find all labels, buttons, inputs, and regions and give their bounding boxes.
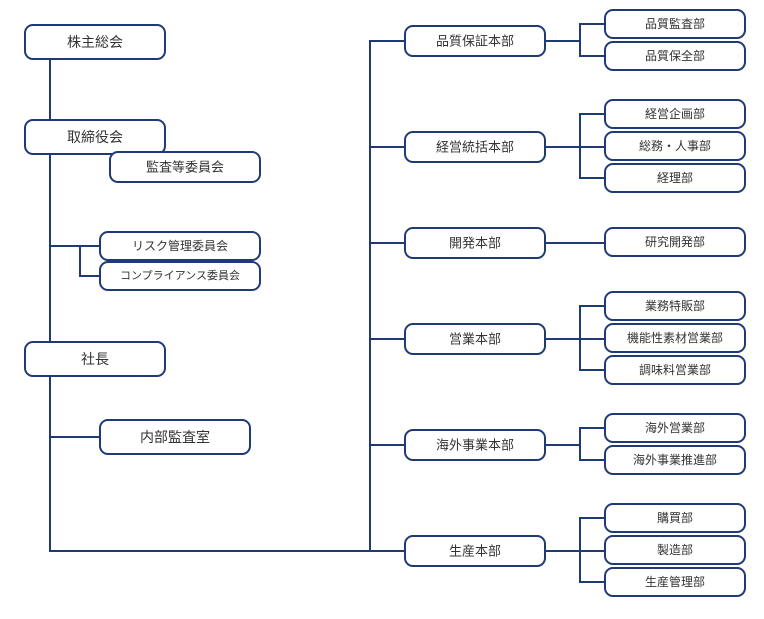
node-special_sales: 業務特販部 xyxy=(605,292,745,320)
node-rnd: 研究開発部 xyxy=(605,228,745,256)
node-purchasing: 購買部 xyxy=(605,504,745,532)
node-president: 社長 xyxy=(25,342,165,376)
node-accounting: 経理部 xyxy=(605,164,745,192)
node-overseas_sales: 海外営業部 xyxy=(605,414,745,442)
node-prod_control: 生産管理部 xyxy=(605,568,745,596)
node-prod_hq: 生産本部 xyxy=(405,536,545,566)
node-label-overseas_sales: 海外営業部 xyxy=(645,420,705,435)
node-compliance_comm: コンプライアンス委員会 xyxy=(100,262,260,290)
node-label-president: 社長 xyxy=(81,351,109,367)
node-mgmt_hq: 経営統括本部 xyxy=(405,132,545,162)
node-label-overseas_hq: 海外事業本部 xyxy=(436,438,514,453)
node-label-sales_hq: 営業本部 xyxy=(449,332,501,347)
node-seasoning_sales: 調味料営業部 xyxy=(605,356,745,384)
node-quality_assure: 品質保全部 xyxy=(605,42,745,70)
node-qa_hq: 品質保証本部 xyxy=(405,26,545,56)
node-risk_comm: リスク管理委員会 xyxy=(100,232,260,260)
node-overseas_hq: 海外事業本部 xyxy=(405,430,545,460)
node-label-manufacturing: 製造部 xyxy=(657,542,693,557)
node-label-mgmt_hq: 経営統括本部 xyxy=(436,140,514,155)
node-shareholders: 株主総会 xyxy=(25,25,165,59)
node-label-rnd: 研究開発部 xyxy=(645,234,705,249)
node-manufacturing: 製造部 xyxy=(605,536,745,564)
node-label-board: 取締役会 xyxy=(67,129,123,145)
node-label-quality_assure: 品質保全部 xyxy=(645,48,705,63)
node-functional_sales: 機能性素材営業部 xyxy=(605,324,745,352)
node-overseas_promo: 海外事業推進部 xyxy=(605,446,745,474)
node-label-qa_hq: 品質保証本部 xyxy=(436,34,514,49)
node-label-ga_hr: 総務・人事部 xyxy=(639,138,711,153)
node-sales_hq: 営業本部 xyxy=(405,324,545,354)
node-label-corp_plan: 経営企画部 xyxy=(645,106,705,121)
node-label-special_sales: 業務特販部 xyxy=(645,298,705,313)
node-quality_audit: 品質監査部 xyxy=(605,10,745,38)
node-dev_hq: 開発本部 xyxy=(405,228,545,258)
node-audit_comm: 監査等委員会 xyxy=(110,152,260,182)
node-label-functional_sales: 機能性素材営業部 xyxy=(627,330,723,345)
node-label-overseas_promo: 海外事業推進部 xyxy=(633,452,717,467)
node-label-seasoning_sales: 調味料営業部 xyxy=(639,362,711,377)
node-label-audit_comm: 監査等委員会 xyxy=(146,160,224,175)
org-chart: 株主総会取締役会監査等委員会リスク管理委員会コンプライアンス委員会社長内部監査室… xyxy=(0,0,764,619)
node-label-shareholders: 株主総会 xyxy=(67,34,123,50)
node-internal_audit: 内部監査室 xyxy=(100,420,250,454)
connectors xyxy=(50,24,605,582)
node-label-risk_comm: リスク管理委員会 xyxy=(132,238,228,253)
node-label-internal_audit: 内部監査室 xyxy=(140,429,210,445)
node-label-prod_hq: 生産本部 xyxy=(449,544,501,559)
node-label-prod_control: 生産管理部 xyxy=(645,574,705,589)
node-label-purchasing: 購買部 xyxy=(657,510,693,525)
node-label-compliance_comm: コンプライアンス委員会 xyxy=(120,269,240,282)
node-label-quality_audit: 品質監査部 xyxy=(645,16,705,31)
node-ga_hr: 総務・人事部 xyxy=(605,132,745,160)
node-corp_plan: 経営企画部 xyxy=(605,100,745,128)
nodes: 株主総会取締役会監査等委員会リスク管理委員会コンプライアンス委員会社長内部監査室… xyxy=(25,10,745,596)
node-label-dev_hq: 開発本部 xyxy=(449,236,501,251)
node-label-accounting: 経理部 xyxy=(657,170,693,185)
node-board: 取締役会 xyxy=(25,120,165,154)
